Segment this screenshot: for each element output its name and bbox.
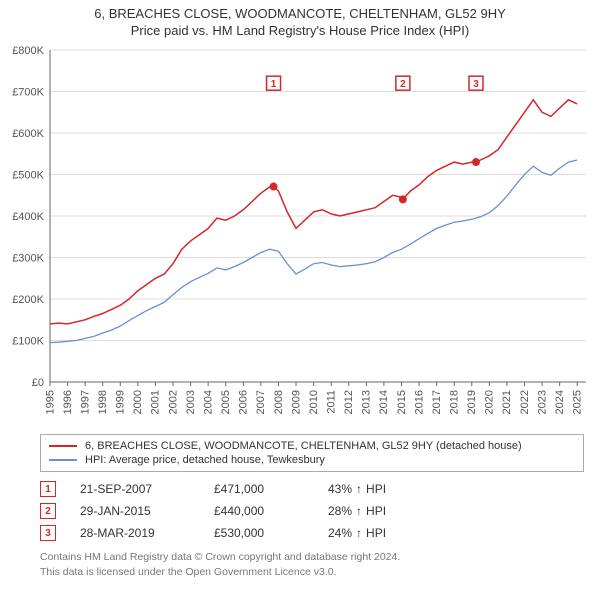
sale-dot-3 (472, 158, 480, 166)
svg-text:2: 2 (400, 79, 406, 90)
svg-text:£0: £0 (32, 377, 44, 389)
sale-price: £440,000 (214, 504, 304, 518)
svg-text:1998: 1998 (97, 390, 109, 414)
title-line1: 6, BREACHES CLOSE, WOODMANCOTE, CHELTENH… (0, 6, 600, 21)
legend-label: 6, BREACHES CLOSE, WOODMANCOTE, CHELTENH… (85, 440, 522, 452)
svg-text:2001: 2001 (150, 390, 162, 414)
svg-text:2016: 2016 (413, 390, 425, 414)
svg-text:£600K: £600K (12, 128, 44, 140)
svg-text:2025: 2025 (572, 390, 584, 414)
sale-diff-pct: 24% (328, 526, 352, 540)
legend-swatch (49, 459, 77, 461)
svg-text:2017: 2017 (431, 390, 443, 414)
svg-text:£100K: £100K (12, 336, 44, 348)
svg-text:2022: 2022 (519, 390, 531, 414)
legend-swatch (49, 445, 77, 447)
svg-text:£200K: £200K (12, 294, 44, 306)
svg-text:2004: 2004 (202, 390, 214, 414)
sale-marker-badge: 2 (40, 503, 56, 519)
sale-diff-label: HPI (366, 504, 386, 518)
svg-text:2008: 2008 (273, 390, 285, 414)
svg-text:£500K: £500K (12, 170, 44, 182)
title-line2: Price paid vs. HM Land Registry's House … (0, 23, 600, 38)
svg-text:1997: 1997 (79, 390, 91, 414)
svg-text:2023: 2023 (536, 390, 548, 414)
sale-row: 2 29-JAN-2015 £440,000 28% ↑ HPI (40, 500, 584, 522)
sale-diff-pct: 43% (328, 482, 352, 496)
svg-text:1996: 1996 (62, 390, 74, 414)
sale-diff: 28% ↑ HPI (328, 504, 386, 518)
svg-text:£300K: £300K (12, 253, 44, 265)
svg-text:2024: 2024 (554, 390, 566, 414)
svg-text:2013: 2013 (361, 390, 373, 414)
svg-text:2012: 2012 (343, 390, 355, 414)
legend-label: HPI: Average price, detached house, Tewk… (85, 454, 325, 466)
arrow-up-icon: ↑ (356, 526, 362, 540)
sale-row: 1 21-SEP-2007 £471,000 43% ↑ HPI (40, 478, 584, 500)
svg-text:2000: 2000 (132, 390, 144, 414)
svg-text:1999: 1999 (115, 390, 127, 414)
sale-diff: 24% ↑ HPI (328, 526, 386, 540)
svg-text:2002: 2002 (167, 390, 179, 414)
svg-text:2007: 2007 (255, 390, 267, 414)
svg-text:2010: 2010 (308, 390, 320, 414)
sale-row: 3 28-MAR-2019 £530,000 24% ↑ HPI (40, 522, 584, 544)
svg-text:£400K: £400K (12, 211, 44, 223)
legend-row: HPI: Average price, detached house, Tewk… (49, 453, 575, 467)
sale-diff: 43% ↑ HPI (328, 482, 386, 496)
chart-area: £0 £100K £200K £300K £400K £500K £600K £700K £80… (0, 40, 600, 430)
arrow-up-icon: ↑ (356, 482, 362, 496)
svg-text:1995: 1995 (44, 390, 56, 414)
svg-text:3: 3 (473, 79, 479, 90)
svg-text:2006: 2006 (238, 390, 250, 414)
sale-date: 21-SEP-2007 (80, 482, 190, 496)
svg-text:2009: 2009 (290, 390, 302, 414)
svg-text:2015: 2015 (396, 390, 408, 414)
sale-diff-label: HPI (366, 526, 386, 540)
sale-marker-badge: 3 (40, 525, 56, 541)
chart-title-block: 6, BREACHES CLOSE, WOODMANCOTE, CHELTENH… (0, 0, 600, 40)
arrow-up-icon: ↑ (356, 504, 362, 518)
chart-svg: £0 £100K £200K £300K £400K £500K £600K £700K £80… (0, 40, 600, 430)
sale-price: £530,000 (214, 526, 304, 540)
sale-date: 28-MAR-2019 (80, 526, 190, 540)
legend-row: 6, BREACHES CLOSE, WOODMANCOTE, CHELTENH… (49, 439, 575, 453)
svg-text:2021: 2021 (501, 390, 513, 414)
sale-marker-badge: 1 (40, 481, 56, 497)
svg-text:2011: 2011 (325, 390, 337, 414)
svg-text:£800K: £800K (12, 45, 44, 57)
svg-text:2019: 2019 (466, 390, 478, 414)
sale-diff-label: HPI (366, 482, 386, 496)
svg-text:2020: 2020 (484, 390, 496, 414)
sale-dot-2 (399, 195, 407, 203)
sale-date: 29-JAN-2015 (80, 504, 190, 518)
sale-price: £471,000 (214, 482, 304, 496)
sales-table: 1 21-SEP-2007 £471,000 43% ↑ HPI 2 29-JAN-2015 £… (40, 478, 584, 544)
attribution-line2: This data is licensed under the Open Gov… (40, 565, 584, 580)
legend: 6, BREACHES CLOSE, WOODMANCOTE, CHELTENH… (40, 434, 584, 472)
svg-text:1: 1 (271, 79, 277, 90)
svg-text:2005: 2005 (220, 390, 232, 414)
svg-text:2003: 2003 (185, 390, 197, 414)
sale-dot-1 (270, 183, 278, 191)
attribution-line1: Contains HM Land Registry data © Crown c… (40, 550, 584, 565)
attribution: Contains HM Land Registry data © Crown c… (40, 550, 584, 579)
svg-text:2014: 2014 (378, 390, 390, 414)
sale-diff-pct: 28% (328, 504, 352, 518)
svg-text:2018: 2018 (448, 390, 460, 414)
svg-text:£700K: £700K (12, 87, 44, 99)
